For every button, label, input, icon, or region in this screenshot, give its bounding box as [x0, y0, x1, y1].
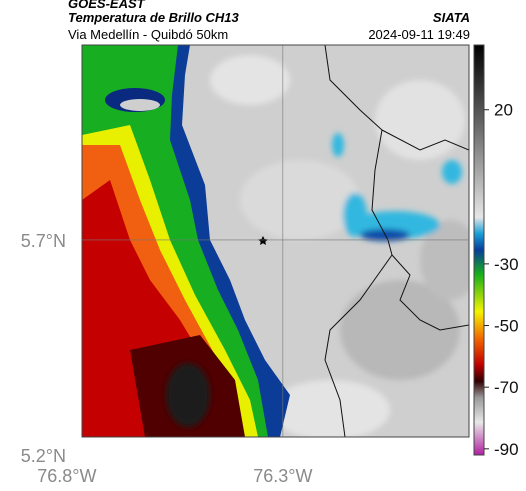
product: Temperatura de Brillo CH13	[68, 10, 240, 25]
colorbar-tick-label: -70	[494, 378, 519, 397]
colorbar-tick-label: -90	[494, 440, 519, 459]
y-tick-label: 5.2°N	[21, 446, 66, 466]
y-tick-label: 5.7°N	[21, 231, 66, 251]
satellite-image	[82, 45, 469, 437]
x-tick-label: 76.8°W	[37, 466, 96, 486]
route: Via Medellín - Quibdó 50km	[68, 27, 228, 42]
map-frame	[81, 44, 470, 438]
colorbar-tick-label: -30	[494, 255, 519, 274]
colorbar	[473, 44, 485, 456]
source: GOES-EAST	[68, 0, 146, 11]
colorbar-tick-label: -50	[494, 317, 519, 336]
datetime: 2024-09-11 19:49	[368, 27, 470, 42]
x-tick-label: 76.3°W	[253, 466, 312, 486]
colorbar-tick-label: 20	[494, 101, 513, 120]
agency: SIATA	[433, 10, 470, 25]
